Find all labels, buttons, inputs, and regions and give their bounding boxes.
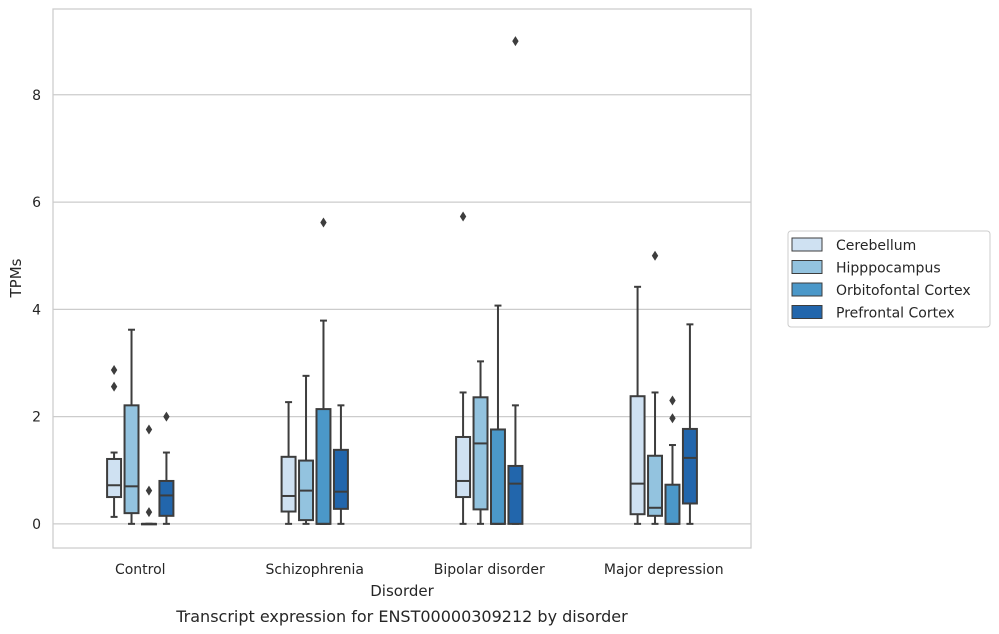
box-body (507, 464, 524, 525)
box-3-1 (647, 250, 664, 525)
outlier-point (459, 211, 467, 222)
y-tick-label: 6 (32, 195, 41, 211)
x-axis-label: Disorder (370, 582, 434, 600)
box-body (158, 479, 175, 517)
outlier-point (669, 395, 676, 406)
x-tick-label: Schizophrenia (266, 562, 364, 578)
legend-frame (787, 230, 991, 328)
y-axis-ticks: 0 2 4 6 8 (32, 88, 41, 533)
box-body (455, 435, 472, 499)
y-tick-label: 8 (32, 88, 41, 104)
outlier-point (163, 411, 170, 422)
y-tick-label: 0 (32, 517, 41, 533)
outlier-point (110, 364, 118, 375)
y-axis-label: TPMs (7, 258, 25, 298)
box-body (664, 483, 681, 525)
x-tick-label: Control (115, 562, 166, 578)
legend-label: Cerebellum (836, 238, 916, 254)
plot-area (53, 9, 751, 548)
outlier-point (110, 381, 118, 392)
legend-swatch (791, 237, 823, 252)
box-series-group (106, 36, 698, 526)
outlier-point (669, 413, 676, 424)
box-body (280, 455, 297, 513)
box-3-0 (629, 285, 646, 525)
box-body (681, 427, 698, 505)
x-axis-ticks: Control Schizophrenia Bipolar disorder Majo… (115, 562, 724, 578)
box-1-0 (280, 401, 297, 525)
box-body (472, 396, 489, 511)
box-2-0 (455, 211, 472, 525)
plot-frame (52, 8, 752, 549)
outlier-point (145, 485, 153, 496)
box-body (106, 457, 123, 499)
outlier-point (320, 217, 327, 228)
box-body (123, 404, 140, 515)
x-tick-label: Bipolar disorder (434, 562, 545, 578)
box-0-2 (140, 424, 157, 526)
legend-swatch (791, 282, 823, 297)
outlier-point (651, 250, 659, 261)
box-3-3 (681, 323, 698, 525)
box-1-1 (298, 374, 315, 525)
outlier-point (512, 36, 519, 47)
outlier-point (145, 507, 153, 518)
box-3-2 (664, 395, 681, 525)
legend-label: Orbitofontal Cortex (836, 283, 971, 299)
legend: Cerebellum Hipppocampus Orbitofontal Corte… (787, 230, 991, 328)
box-2-2 (489, 304, 506, 525)
outlier-point (145, 424, 153, 435)
chart-caption: Transcript expression for ENST0000030921… (175, 607, 628, 626)
box-body (629, 395, 646, 516)
x-tick-label: Major depression (604, 562, 724, 578)
box-0-0 (106, 364, 123, 518)
y-tick-label: 4 (32, 302, 41, 318)
box-0-1 (123, 328, 140, 525)
box-1-2 (315, 217, 332, 525)
legend-label: Prefrontal Cortex (836, 306, 955, 322)
box-0-3 (158, 411, 175, 525)
legend-swatch (791, 260, 823, 274)
box-body (647, 454, 664, 517)
box-1-3 (332, 404, 349, 525)
legend-swatch (791, 305, 823, 319)
y-tick-label: 2 (32, 410, 41, 426)
box-body (332, 448, 349, 510)
box-body (489, 428, 506, 525)
box-2-3 (507, 36, 524, 525)
box-2-1 (472, 360, 489, 525)
box-body (315, 408, 332, 525)
legend-label: Hipppocampus (836, 261, 941, 277)
